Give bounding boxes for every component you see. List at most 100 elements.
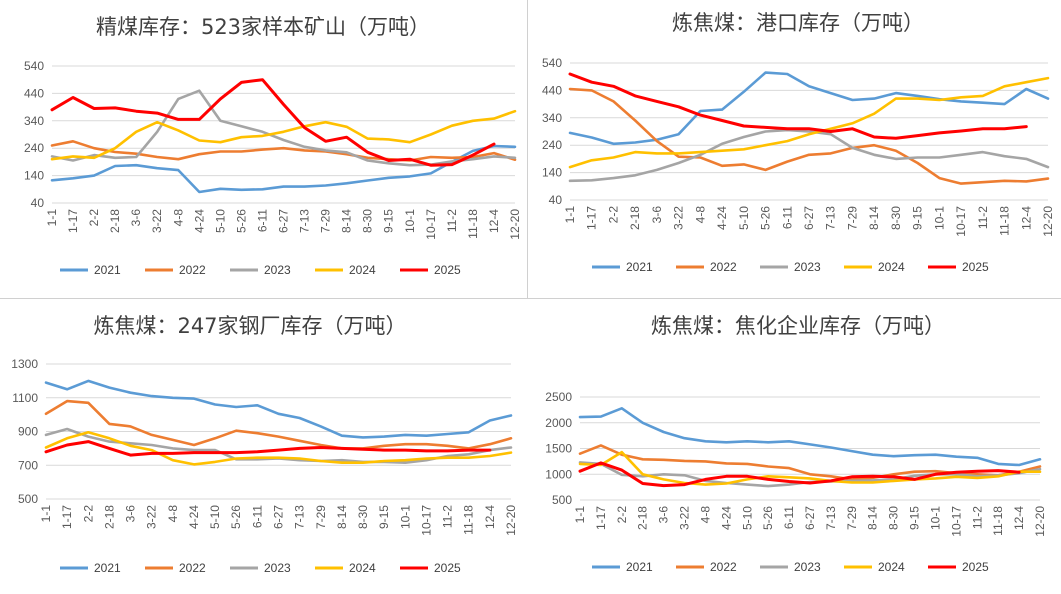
series-line-2022 [568, 87, 1050, 185]
x-tick-label: 1-1 [45, 209, 59, 227]
x-tick-label: 8-30 [887, 506, 901, 530]
x-tick-label: 5-10 [213, 209, 227, 233]
x-tick-label: 8-30 [889, 206, 903, 230]
x-tick-label: 4-8 [693, 206, 707, 224]
x-tick-label: 9-15 [382, 209, 396, 233]
x-tick-label: 12-4 [483, 505, 497, 529]
x-tick-label: 1-1 [573, 506, 587, 524]
x-tick-label: 3-22 [672, 206, 686, 230]
y-tick-label: 40 [31, 196, 45, 210]
x-tick-label: 11-2 [441, 505, 455, 528]
series-line-2024 [44, 431, 513, 466]
x-tick-label: 11-18 [998, 206, 1012, 236]
x-tick-label: 6-27 [272, 505, 286, 529]
legend-label-2022: 2022 [710, 260, 737, 274]
x-tick-label: 10-17 [949, 506, 963, 537]
y-tick-label: 2500 [545, 390, 572, 404]
series-line-2024 [50, 109, 517, 161]
x-tick-label: 5-26 [229, 505, 243, 529]
x-tick-label: 12-20 [1033, 506, 1047, 537]
y-tick-label: 140 [24, 169, 44, 183]
legend-label-2023: 2023 [794, 560, 821, 574]
chart-panel-1: 精煤库存：523家样本矿山（万吨） 40 140 240 340 440 540 1-1 1-1… [0, 0, 527, 298]
x-tick-label: 6-11 [255, 209, 269, 232]
x-tick-label: 6-27 [802, 206, 816, 230]
x-tick-label: 4-8 [698, 506, 712, 524]
x-tick-label: 2-18 [628, 206, 642, 230]
legend-label-2022: 2022 [179, 263, 206, 277]
x-tick-label: 2-18 [108, 209, 122, 233]
legend-label-2023: 2023 [264, 561, 291, 575]
series-line-2024 [578, 450, 1042, 486]
x-tick-label: 8-14 [340, 209, 354, 233]
legend-label-2024: 2024 [349, 561, 376, 575]
vertical-divider [527, 0, 528, 298]
x-tick-label: 10-17 [954, 206, 968, 237]
x-tick-label: 6-11 [780, 206, 794, 229]
legend-label-2025: 2025 [434, 263, 461, 277]
chart-panel-4: 炼焦煤：焦化企业库存（万吨） 500 1000 1500 2000 2500 1-1 1-17… [528, 299, 1061, 594]
x-tick-label: 1-17 [594, 506, 608, 530]
x-tick-label: 5-26 [761, 506, 775, 530]
y-tick-label: 240 [542, 138, 562, 152]
x-tick-label: 10-17 [419, 505, 433, 536]
y-tick-label: 340 [542, 111, 562, 125]
legend-label-2025: 2025 [962, 260, 989, 274]
y-tick-label: 440 [542, 83, 562, 97]
chart-coking-plant-inventory: 炼焦煤：焦化企业库存（万吨） 500 1000 1500 2000 2500 1-1 1-17… [545, 314, 1047, 574]
x-tick-label: 11-2 [976, 206, 990, 229]
series-line-2025 [568, 72, 1028, 140]
x-tick-label: 1-1 [563, 206, 577, 224]
x-tick-label: 11-2 [970, 506, 984, 529]
legend-label-2021: 2021 [626, 560, 653, 574]
x-tick-label: 11-18 [466, 209, 480, 239]
y-tick-label: 2000 [545, 416, 572, 430]
x-tick-label: 7-29 [845, 206, 859, 230]
x-tick-label: 7-29 [845, 506, 859, 530]
x-tick-label: 12-4 [1019, 206, 1033, 230]
legend-label-2023: 2023 [794, 260, 821, 274]
legend-label-2023: 2023 [264, 263, 291, 277]
x-tick-label: 6-11 [250, 505, 264, 528]
x-tick-label: 12-20 [1041, 206, 1055, 237]
chart-title: 炼焦煤：247家钢厂库存（万吨） [93, 314, 406, 338]
series-line-2024 [568, 76, 1050, 169]
x-tick-label: 5-26 [234, 209, 248, 233]
x-tick-label: 6-27 [277, 209, 291, 233]
legend-label-2024: 2024 [878, 560, 905, 574]
x-tick-label: 3-6 [657, 506, 671, 524]
x-tick-label: 3-22 [678, 506, 692, 530]
series-line-2022 [44, 399, 513, 450]
series-line-2022 [50, 140, 517, 162]
x-tick-label: 11-18 [991, 506, 1005, 536]
x-tick-label: 7-13 [293, 505, 307, 529]
legend-label-2021: 2021 [94, 263, 121, 277]
y-tick-label: 900 [18, 425, 38, 439]
y-tick-label: 1300 [11, 357, 38, 371]
x-tick-label: 2-2 [606, 206, 620, 224]
y-tick-label: 540 [542, 56, 562, 70]
x-tick-label: 5-26 [759, 206, 773, 230]
x-tick-label: 7-29 [319, 209, 333, 233]
y-tick-label: 340 [24, 114, 44, 128]
series-line-2021 [568, 71, 1050, 146]
x-tick-label: 8-14 [335, 505, 349, 529]
x-tick-label: 5-10 [740, 506, 754, 530]
x-tick-label: 1-17 [60, 505, 74, 529]
x-tick-label: 7-13 [824, 506, 838, 530]
legend-label-2022: 2022 [710, 560, 737, 574]
x-tick-label: 7-13 [298, 209, 312, 233]
x-tick-label: 10-1 [928, 506, 942, 530]
x-tick-label: 4-24 [715, 206, 729, 230]
x-tick-label: 11-2 [445, 209, 459, 232]
x-tick-label: 8-14 [866, 506, 880, 530]
x-tick-label: 4-24 [187, 505, 201, 529]
y-tick-label: 500 [18, 492, 38, 506]
chart-port-inventory: 炼焦煤：港口库存（万吨） 40 140 240 340 440 540 1-1 1-17 2-2 2… [542, 11, 1055, 274]
x-tick-label: 3-6 [650, 206, 664, 224]
legend-label-2022: 2022 [179, 561, 206, 575]
x-tick-label: 2-18 [102, 505, 116, 529]
legend-label-2024: 2024 [349, 263, 376, 277]
y-tick-label: 700 [18, 458, 38, 472]
x-tick-label: 3-22 [150, 209, 164, 233]
